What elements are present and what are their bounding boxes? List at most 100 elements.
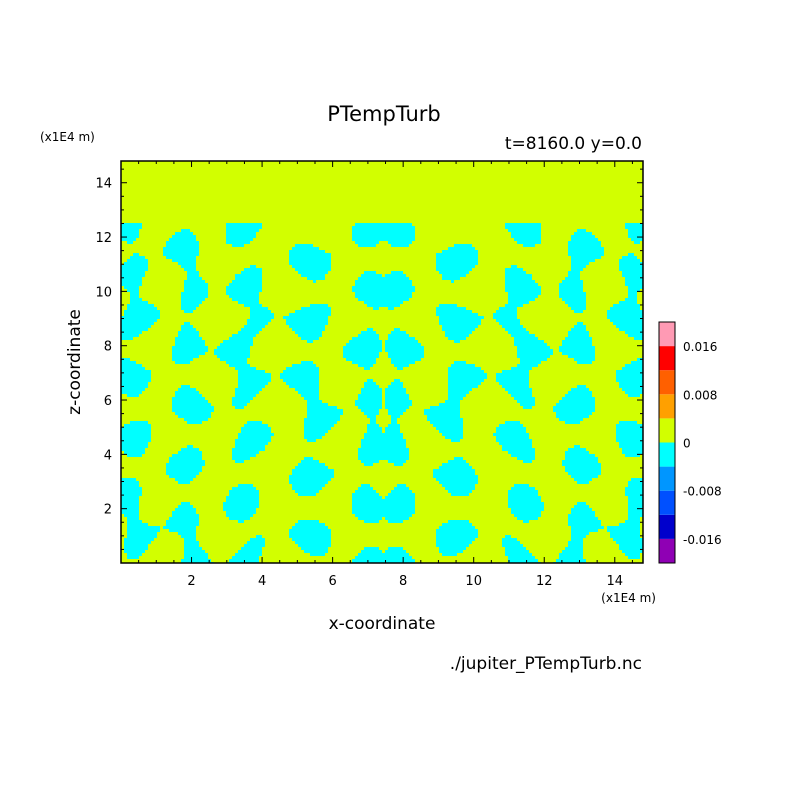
field-cell [238, 484, 253, 487]
field-cell [289, 478, 331, 481]
field-cell [436, 541, 472, 544]
field-cell [562, 298, 586, 301]
field-cell [511, 235, 541, 238]
field-cell [508, 301, 529, 304]
field-cell [385, 550, 406, 553]
field-cell [181, 304, 199, 307]
field-cell [505, 550, 529, 553]
field-cell [505, 271, 526, 274]
field-cell [175, 394, 202, 397]
field-cell [121, 226, 142, 229]
field-cell [508, 502, 544, 505]
y-tick-label: 8 [104, 340, 112, 355]
x-axis-label: x-coordinate [329, 614, 436, 634]
field-cell [364, 301, 403, 304]
field-cell [394, 379, 400, 382]
field-cell [358, 277, 409, 280]
field-cell [121, 439, 151, 442]
field-cell [301, 337, 319, 340]
field-cell [436, 262, 478, 265]
field-cell [298, 520, 319, 523]
field-cell [613, 538, 643, 541]
field-cell [448, 382, 481, 385]
field-cell [226, 226, 262, 229]
field-cell [226, 496, 259, 499]
field-cell [361, 460, 379, 463]
field-cell [238, 373, 271, 376]
field-cell [616, 376, 643, 379]
field-cell [286, 319, 328, 322]
field-cell [121, 280, 142, 283]
field-cell [517, 352, 553, 355]
field-cell [226, 232, 256, 235]
field-cell [343, 352, 379, 355]
field-cell [625, 520, 640, 523]
field-cell [235, 439, 271, 442]
field-cell [442, 328, 475, 331]
field-cell [628, 508, 643, 511]
field-cell [352, 361, 376, 364]
field-cell [511, 454, 535, 457]
field-cell [523, 460, 532, 463]
colorbar: -0.016 -0.008 0 0.008 0.016 [658, 321, 722, 564]
field-cell [574, 478, 592, 481]
field-cell [289, 481, 328, 484]
field-cell [367, 430, 382, 433]
field-cell [124, 310, 160, 313]
x-tick-label: 10 [465, 574, 482, 589]
field-cell [565, 457, 598, 460]
field-cell [571, 235, 595, 238]
field-cell [295, 490, 319, 493]
field-cell [121, 442, 148, 445]
field-cell [505, 226, 541, 229]
field-cell [571, 265, 586, 268]
field-cell [121, 385, 148, 388]
field-cell [121, 328, 148, 331]
field-cell [232, 403, 247, 406]
field-cell [181, 229, 190, 232]
field-cell [163, 250, 199, 253]
field-cell [121, 235, 139, 238]
field-cell [571, 511, 595, 514]
field-cell [448, 373, 487, 376]
field-cell [448, 247, 475, 250]
field-cell [244, 544, 265, 547]
field-cell [175, 361, 190, 364]
field-cell [235, 406, 244, 409]
field-cell [367, 427, 382, 430]
field-cell [181, 559, 211, 562]
field-cell [442, 274, 466, 277]
field-cell [292, 472, 334, 475]
field-cell [562, 352, 595, 355]
field-cell [607, 310, 643, 313]
field-cell [184, 556, 208, 559]
field-cell [172, 409, 214, 412]
field-cell [124, 541, 151, 544]
field-cell [184, 310, 193, 313]
turbulence-field [121, 223, 643, 563]
field-cell [574, 358, 595, 361]
x-tick-label: 12 [536, 574, 553, 589]
field-cell [352, 493, 379, 496]
field-cell [448, 520, 469, 523]
field-cell [388, 412, 403, 415]
field-cell [121, 436, 151, 439]
field-cell [250, 313, 274, 316]
field-cell [616, 433, 643, 436]
field-cell [505, 274, 532, 277]
field-cell [286, 322, 328, 325]
field-cell [559, 553, 583, 556]
field-cell [244, 424, 268, 427]
field-cell [448, 337, 466, 340]
field-cell [187, 445, 193, 448]
field-cell [502, 325, 523, 328]
field-cell [307, 340, 313, 343]
field-cell [571, 388, 589, 391]
field-cell [439, 304, 457, 307]
field-cell [127, 307, 157, 310]
field-cell [628, 505, 643, 508]
field-cell [496, 436, 529, 439]
field-cell [439, 403, 460, 406]
field-cell [358, 553, 409, 556]
field-cell [169, 529, 196, 532]
